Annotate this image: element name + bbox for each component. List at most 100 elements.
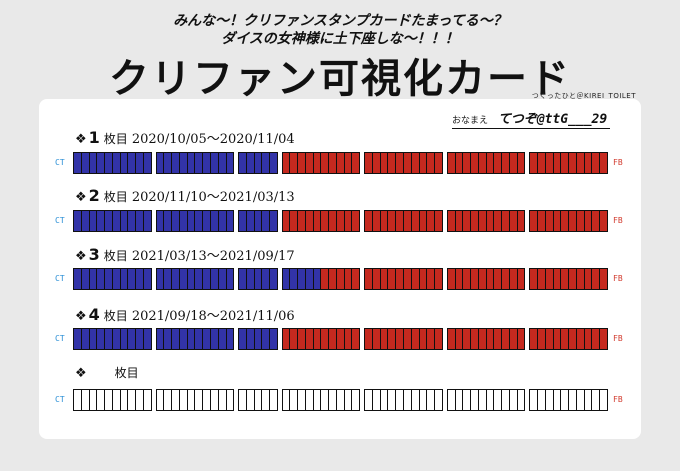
fb-label: FB xyxy=(613,334,623,343)
stamp-group xyxy=(238,328,278,350)
header-line-2: ダイスの女神様に土下座しな～！！！ xyxy=(221,31,459,47)
row-label-2: ❖ 2 枚目 2020/11/10～2021/03/13 xyxy=(75,186,295,205)
stamp-group xyxy=(73,152,152,174)
fb-label: FB xyxy=(613,158,623,167)
ct-label: CT xyxy=(55,274,65,283)
ct-stamp-cell xyxy=(225,268,235,290)
stamp-group xyxy=(364,152,443,174)
mai-label: 枚目 xyxy=(103,190,128,204)
empty-stamp-cell xyxy=(225,389,235,411)
row-label-5: ❖ 枚目 xyxy=(75,364,143,381)
stamp-group xyxy=(281,268,361,290)
empty-stamp-cell xyxy=(351,389,361,411)
date-range: 2020/10/05～2020/11/04 xyxy=(131,132,295,147)
page-title: クリファン可視化カード xyxy=(109,56,571,102)
fb-stamp-cell xyxy=(516,328,526,350)
stamp-group xyxy=(155,210,235,232)
stamp-group xyxy=(238,210,278,232)
fb-label: FB xyxy=(613,395,623,404)
ct-stamp-cell xyxy=(142,328,152,350)
stamp-group xyxy=(529,152,609,174)
fb-label: FB xyxy=(613,216,623,225)
empty-stamp-cell xyxy=(434,389,443,411)
ct-label: CT xyxy=(55,158,65,167)
row-label-4: ❖ 4 枚目 2021/09/18～2021/11/06 xyxy=(75,305,295,324)
diamond-icon: ❖ xyxy=(75,309,87,324)
stamp-group xyxy=(364,328,443,350)
fb-stamp-cell xyxy=(516,152,526,174)
stamp-group xyxy=(155,328,235,350)
ct-label: CT xyxy=(55,334,65,343)
stamp-group xyxy=(238,389,278,411)
stamp-group xyxy=(238,268,278,290)
stamp-group xyxy=(155,152,235,174)
stamp-group xyxy=(281,210,361,232)
empty-stamp-cell xyxy=(599,389,609,411)
fb-stamp-cell xyxy=(599,210,609,232)
stamp-group xyxy=(73,210,152,232)
diamond-icon: ❖ xyxy=(75,366,87,381)
stamp-bar-3 xyxy=(73,268,609,290)
empty-stamp-cell xyxy=(516,389,526,411)
ct-stamp-cell xyxy=(225,210,235,232)
stamp-group xyxy=(446,268,526,290)
stamp-group xyxy=(446,389,526,411)
date-range: 2021/09/18～2021/11/06 xyxy=(131,309,295,324)
fb-stamp-cell xyxy=(434,268,443,290)
card-number: 2 xyxy=(88,186,100,205)
stamp-group xyxy=(364,389,443,411)
ct-label: CT xyxy=(55,395,65,404)
card-number: 3 xyxy=(88,245,100,264)
fb-stamp-cell xyxy=(351,152,361,174)
stamp-group xyxy=(446,152,526,174)
stamp-bar-5 xyxy=(73,389,609,411)
diamond-icon: ❖ xyxy=(75,132,87,147)
name-value: てつぞ@ttG___29 xyxy=(498,112,608,127)
fb-stamp-cell xyxy=(434,328,443,350)
stamp-group xyxy=(446,328,526,350)
diamond-icon: ❖ xyxy=(75,249,87,264)
ct-stamp-cell xyxy=(142,268,152,290)
card-number: 1 xyxy=(88,128,100,147)
mai-label: 枚目 xyxy=(114,366,139,380)
ct-stamp-cell xyxy=(225,328,235,350)
stamp-bar-2 xyxy=(73,210,609,232)
ct-stamp-cell xyxy=(268,268,278,290)
mai-label: 枚目 xyxy=(103,309,128,323)
mai-label: 枚目 xyxy=(103,249,128,263)
credit-text: つくったひと＠KIREI_TOILET xyxy=(531,92,636,100)
empty-stamp-cell xyxy=(142,389,152,411)
stamp-group xyxy=(529,268,609,290)
stamp-group xyxy=(364,210,443,232)
row-label-1: ❖ 1 枚目 2020/10/05～2020/11/04 xyxy=(75,128,295,147)
stamp-group xyxy=(281,389,361,411)
stamp-group xyxy=(155,389,235,411)
name-field: おなまえ てつぞ@ttG___29 xyxy=(452,108,610,129)
stamp-group xyxy=(446,210,526,232)
stamp-group xyxy=(73,328,152,350)
stamp-group xyxy=(73,389,152,411)
stamp-group xyxy=(529,389,609,411)
fb-stamp-cell xyxy=(351,268,361,290)
ct-stamp-cell xyxy=(268,152,278,174)
stamp-group xyxy=(238,152,278,174)
diamond-icon: ❖ xyxy=(75,190,87,205)
date-range: 2021/03/13～2021/09/17 xyxy=(131,249,295,264)
fb-stamp-cell xyxy=(434,210,443,232)
ct-stamp-cell xyxy=(225,152,235,174)
ct-stamp-cell xyxy=(142,210,152,232)
fb-stamp-cell xyxy=(599,268,609,290)
ct-stamp-cell xyxy=(268,210,278,232)
stamp-group xyxy=(155,268,235,290)
card-number: 4 xyxy=(88,305,100,324)
stamp-bar-1 xyxy=(73,152,609,174)
header-line-1: みんな～！クリファンスタンプカードたまってる～？ xyxy=(173,13,507,29)
stamp-group xyxy=(529,328,609,350)
stamp-group xyxy=(529,210,609,232)
stamp-bar-4 xyxy=(73,328,609,350)
date-range: 2020/11/10～2021/03/13 xyxy=(131,190,295,205)
name-label: おなまえ xyxy=(452,116,489,126)
row-label-3: ❖ 3 枚目 2021/03/13～2021/09/17 xyxy=(75,245,295,264)
stamp-group xyxy=(281,152,361,174)
empty-stamp-cell xyxy=(268,389,278,411)
